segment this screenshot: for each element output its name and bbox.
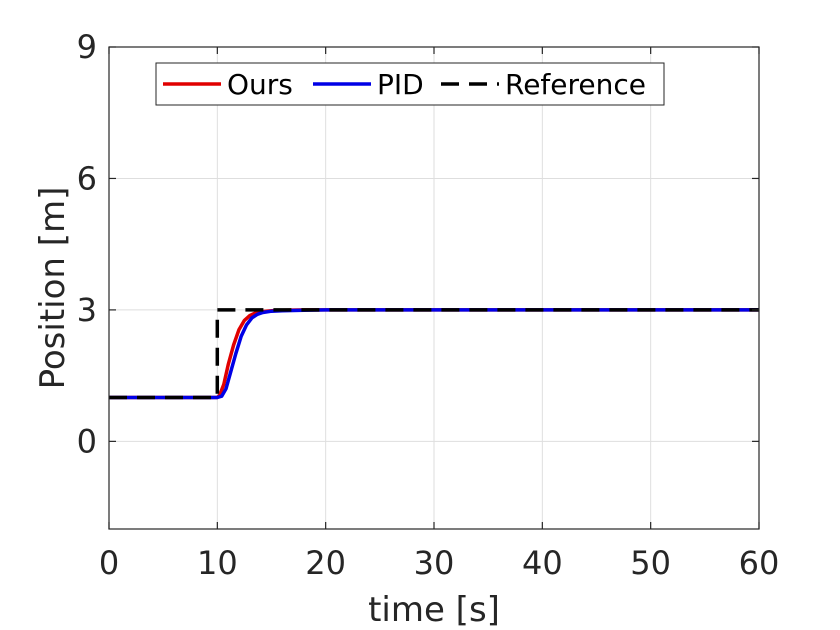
y-tick-label: 0	[77, 422, 97, 460]
x-tick-label: 40	[522, 544, 563, 582]
legend-box	[155, 62, 665, 106]
x-tick-label: 10	[197, 544, 238, 582]
legend-label: Ours	[227, 68, 293, 101]
x-tick-label: 30	[414, 544, 455, 582]
legend-label: Reference	[505, 68, 646, 101]
y-axis-title: Position [m]	[33, 187, 73, 390]
x-tick-label: 0	[99, 544, 119, 582]
y-tick-label: 6	[77, 159, 97, 197]
legend: Ours PID Reference	[155, 62, 665, 106]
x-tick-label: 20	[305, 544, 346, 582]
x-tick-label: 50	[630, 544, 671, 582]
x-axis-title: time [s]	[368, 590, 500, 630]
x-tick-label: 60	[739, 544, 780, 582]
legend-label: PID	[377, 68, 424, 101]
tick-layer: 0 10 20 30 40 50 60 0 3 6 9	[77, 28, 780, 582]
series-line-reference	[109, 308, 759, 400]
series-layer	[109, 308, 759, 400]
y-tick-label: 9	[77, 28, 97, 66]
y-tick-label: 3	[77, 291, 97, 329]
